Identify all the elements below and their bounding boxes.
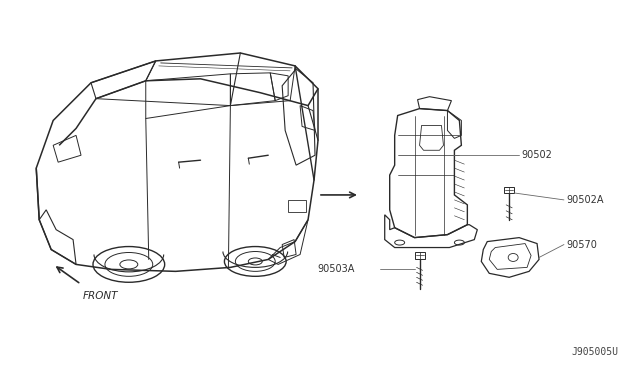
- Text: 90502A: 90502A: [566, 195, 604, 205]
- Text: 90503A: 90503A: [317, 264, 355, 275]
- Text: 90570: 90570: [566, 240, 597, 250]
- Text: J905005U: J905005U: [572, 347, 619, 357]
- Text: FRONT: FRONT: [83, 291, 118, 301]
- Text: 90502: 90502: [521, 150, 552, 160]
